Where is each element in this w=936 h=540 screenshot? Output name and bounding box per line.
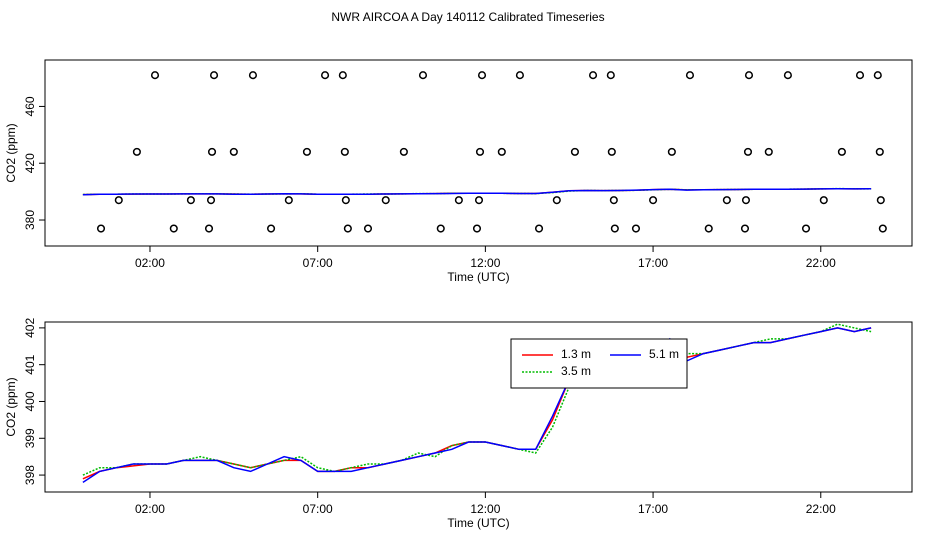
data-point (209, 71, 219, 80)
data-point (454, 196, 463, 205)
plot-frame (44, 59, 913, 247)
data-point (667, 147, 676, 156)
data-point (873, 71, 882, 80)
y-tick-label: 460 (23, 96, 37, 116)
y-tick-label: 420 (23, 153, 37, 173)
data-point (801, 224, 811, 233)
data-point (722, 196, 731, 205)
data-point (606, 71, 615, 80)
data-point (819, 196, 828, 205)
data-point (343, 224, 352, 233)
data-point (399, 147, 408, 156)
data-point (284, 196, 293, 205)
data-point (477, 71, 487, 80)
data-point (340, 147, 349, 156)
legend-label: 3.5 m (561, 364, 591, 378)
data-point (783, 71, 792, 80)
legend-box (510, 338, 688, 389)
data-point (338, 71, 347, 80)
x-tick-label: 12:00 (470, 502, 500, 516)
data-point (169, 224, 178, 233)
data-point (741, 196, 751, 205)
data-point (876, 196, 885, 205)
x-tick-label: 02:00 (135, 256, 165, 270)
x-tick-label: 22:00 (806, 256, 836, 270)
data-point (248, 71, 257, 80)
data-point (497, 147, 506, 156)
data-point (607, 147, 616, 156)
data-point (150, 71, 160, 80)
data-point (631, 224, 641, 233)
y-tick-label: 401 (23, 354, 37, 374)
y-tick-label: 398 (23, 465, 37, 485)
data-point (186, 196, 195, 205)
data-point (418, 71, 428, 80)
data-point (114, 196, 123, 205)
x-tick-label: 07:00 (303, 502, 333, 516)
data-point (610, 224, 619, 233)
data-point (740, 224, 750, 233)
x-axis-label: Time (UTC) (447, 270, 509, 284)
x-axis-label: Time (UTC) (447, 516, 509, 530)
data-point (588, 71, 598, 80)
data-point (472, 224, 482, 233)
y-tick-label: 399 (23, 428, 37, 448)
data-point (534, 224, 544, 233)
data-point (743, 147, 753, 156)
data-point (685, 71, 695, 80)
series-line (82, 327, 872, 484)
data-point (878, 224, 887, 233)
figure-title: NWR AIRCOA A Day 140112 Calibrated Times… (331, 10, 604, 24)
data-point (207, 147, 217, 156)
data-point (204, 224, 214, 233)
data-point (381, 196, 390, 205)
data-point (363, 224, 373, 233)
y-tick-label: 380 (23, 210, 37, 230)
data-point (744, 71, 754, 80)
series-line (82, 188, 872, 196)
plot-frame (44, 321, 913, 493)
data-point (855, 71, 865, 80)
data-point (649, 196, 658, 205)
x-tick-label: 02:00 (135, 502, 165, 516)
y-tick-label: 402 (23, 318, 37, 338)
data-point (875, 147, 884, 156)
data-point (475, 147, 485, 156)
data-point (302, 147, 311, 156)
data-point (474, 196, 484, 205)
data-point (341, 196, 350, 205)
data-point (570, 147, 579, 156)
x-tick-label: 22:00 (806, 502, 836, 516)
x-tick-label: 17:00 (638, 502, 668, 516)
x-tick-label: 17:00 (638, 256, 668, 270)
data-point (132, 147, 141, 156)
y-axis-label: CO2 (ppm) (4, 377, 18, 436)
data-point (704, 224, 713, 233)
x-tick-label: 12:00 (470, 256, 500, 270)
data-point (321, 71, 330, 80)
data-point (552, 196, 561, 205)
data-point (229, 147, 238, 156)
data-point (764, 147, 773, 156)
x-tick-label: 07:00 (303, 256, 333, 270)
y-axis-label: CO2 (ppm) (4, 123, 18, 182)
legend-label: 1.3 m (561, 347, 591, 361)
data-point (837, 147, 846, 156)
data-point (206, 196, 216, 205)
legend-label: 5.1 m (649, 347, 679, 361)
data-point (609, 196, 618, 205)
data-point (96, 224, 106, 233)
data-point (436, 224, 445, 233)
data-point (515, 71, 524, 80)
y-tick-label: 400 (23, 391, 37, 411)
data-point (267, 224, 276, 233)
